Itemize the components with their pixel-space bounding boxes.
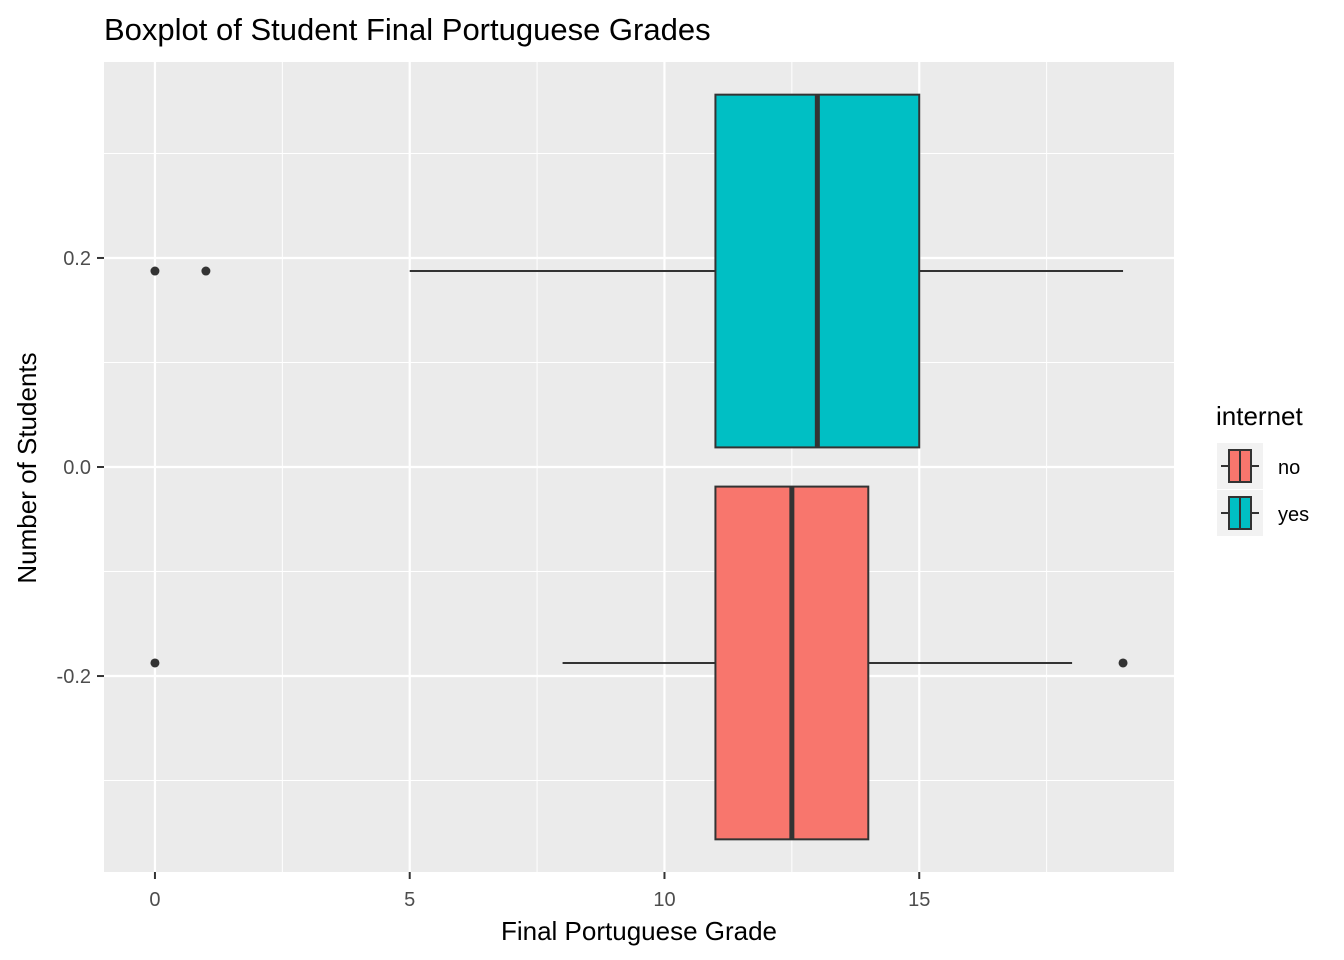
x-tick-label: 5 bbox=[404, 889, 415, 911]
major-grid bbox=[104, 62, 1174, 872]
boxplot-series-group bbox=[150, 93, 1128, 841]
y-tick-label: 0.0 bbox=[63, 457, 91, 479]
x-tick-label: 10 bbox=[653, 889, 675, 911]
y-axis: -0.2 0.0 0.2 bbox=[57, 248, 104, 688]
outlier-point bbox=[1118, 658, 1128, 668]
x-axis-title: Final Portuguese Grade bbox=[501, 916, 777, 946]
x-axis: 0 5 10 15 bbox=[149, 872, 930, 911]
boxplot-yes bbox=[150, 93, 1124, 449]
x-tick-label: 15 bbox=[908, 889, 930, 911]
boxplot-no bbox=[150, 485, 1128, 841]
legend: internet no yes bbox=[1216, 401, 1309, 536]
y-axis-title: Number of Students bbox=[12, 352, 42, 583]
y-tick-label: -0.2 bbox=[57, 666, 91, 688]
x-tick-label: 0 bbox=[149, 889, 160, 911]
legend-item-yes: yes bbox=[1217, 490, 1309, 536]
y-tick-label: 0.2 bbox=[63, 248, 91, 270]
chart-title: Boxplot of Student Final Portuguese Grad… bbox=[104, 12, 711, 47]
outlier-point bbox=[150, 658, 160, 668]
outlier-point bbox=[150, 266, 160, 276]
legend-label-yes: yes bbox=[1278, 504, 1309, 526]
legend-label-no: no bbox=[1278, 457, 1300, 479]
legend-title: internet bbox=[1216, 401, 1303, 431]
outlier-point bbox=[201, 266, 211, 276]
legend-item-no: no bbox=[1217, 443, 1300, 489]
